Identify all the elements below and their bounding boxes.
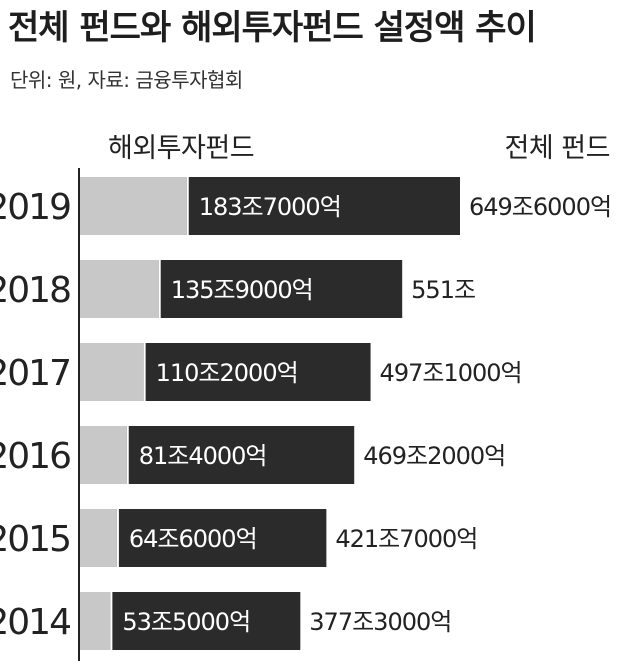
- year-label-2019: 2019: [0, 187, 70, 228]
- bar-divider-2019: [186, 177, 189, 235]
- bar-domestic-part-2016: [126, 426, 355, 484]
- bar-divider-2017: [143, 343, 146, 401]
- bar-domestic-part-2014: [110, 592, 301, 650]
- total-value-label-2014: 377조3000억: [309, 608, 451, 636]
- total-value-label-2016: 469조2000억: [363, 442, 505, 470]
- total-value-label-2017: 497조1000억: [380, 359, 522, 387]
- total-value-label-2018: 551조: [411, 276, 475, 304]
- bar-domestic-part-2019: [186, 177, 460, 235]
- legend-total-label: 전체 펀드: [505, 133, 610, 164]
- bar-domestic-part-2015: [116, 509, 327, 567]
- year-label-2016: 2016: [0, 436, 70, 477]
- bar-domestic-part-2018: [158, 260, 403, 318]
- total-value-label-2015: 421조7000억: [335, 525, 477, 553]
- overseas-value-label-2019: 183조7000억: [199, 193, 341, 221]
- chart-title: 전체 펀드와 해외투자펀드 설정액 추이: [8, 8, 537, 48]
- bar-divider-2016: [126, 426, 129, 484]
- year-label-2015: 2015: [0, 519, 70, 560]
- bar-divider-2014: [110, 592, 113, 650]
- year-label-2017: 2017: [0, 353, 70, 394]
- year-label-2014: 2014: [0, 602, 70, 643]
- overseas-value-label-2017: 110조2000억: [156, 359, 298, 387]
- legend-overseas-label: 해외투자펀드: [108, 133, 254, 164]
- bar-domestic-part-2017: [143, 343, 371, 401]
- overseas-value-label-2016: 81조4000억: [139, 442, 267, 470]
- overseas-value-label-2018: 135조9000억: [171, 276, 313, 304]
- year-label-2018: 2018: [0, 270, 70, 311]
- overseas-value-label-2015: 64조6000억: [129, 525, 257, 553]
- total-value-label-2019: 649조6000억: [469, 193, 611, 221]
- bar-divider-2018: [158, 260, 161, 318]
- source-note: 단위: 원, 자료: 금융투자협회: [10, 68, 243, 92]
- bar-divider-2015: [116, 509, 119, 567]
- overseas-value-label-2014: 53조5000억: [122, 608, 250, 636]
